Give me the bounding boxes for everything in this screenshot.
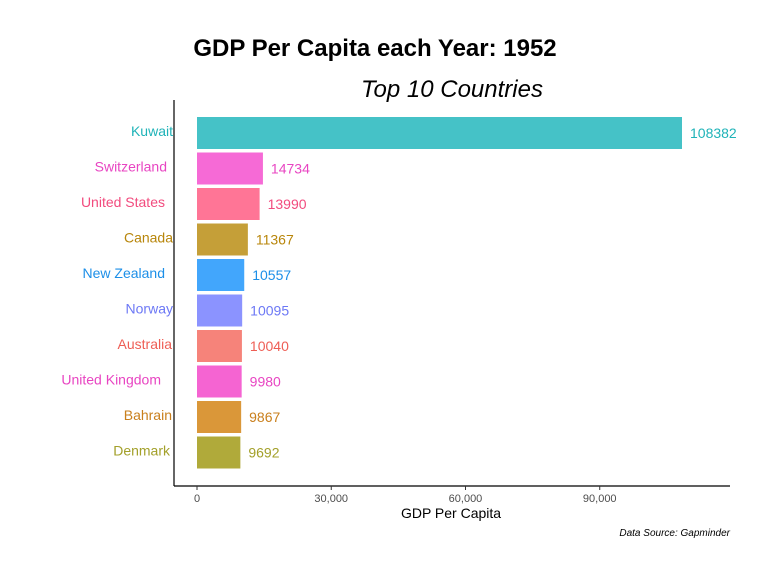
- category-label: Kuwait: [131, 123, 173, 139]
- bar-bahrain: [197, 401, 242, 433]
- category-label: Canada: [124, 230, 173, 246]
- category-label: Australia: [118, 336, 173, 352]
- bar-kuwait: [197, 117, 682, 149]
- x-tick-label: 0: [194, 493, 200, 505]
- bar-denmark: [197, 436, 241, 469]
- x-axis-label: GDP Per Capita: [401, 505, 501, 521]
- category-label: Switzerland: [95, 159, 167, 175]
- x-tick-label: 60,000: [449, 493, 483, 505]
- bar-norway: [197, 294, 243, 327]
- chart-title: GDP Per Capita each Year: 1952: [193, 35, 556, 62]
- x-tick-label: 90,000: [583, 493, 617, 505]
- bar-united-states: [197, 188, 260, 220]
- x-ticks-layer: 0 30,000 60,000 90,000: [194, 486, 617, 505]
- value-label: 9692: [248, 445, 279, 461]
- value-label: 108382: [690, 125, 737, 141]
- value-label: 13990: [268, 196, 307, 212]
- value-label: 11367: [256, 232, 294, 248]
- value-label: 10040: [250, 338, 289, 354]
- value-label: 9980: [250, 374, 281, 390]
- bar-switzerland: [197, 152, 263, 185]
- bar-canada: [197, 223, 248, 256]
- data-source-caption: Data Source: Gapminder: [619, 528, 730, 539]
- value-label: 9867: [249, 409, 280, 425]
- category-label: New Zealand: [83, 265, 166, 281]
- value-label: 14734: [271, 161, 310, 177]
- bars-layer: Kuwait 108382 Switzerland 14734 United State…: [61, 117, 737, 469]
- bar-australia: [197, 330, 242, 362]
- category-label: Denmark: [113, 443, 171, 459]
- bar-new-zealand: [197, 259, 245, 291]
- value-label: 10095: [250, 303, 289, 319]
- category-label: United Kingdom: [61, 372, 161, 388]
- x-tick-label: 30,000: [314, 493, 348, 505]
- bar-united-kingdom: [197, 365, 242, 398]
- value-label: 10557: [252, 267, 291, 283]
- category-label: Norway: [126, 301, 173, 317]
- chart-subtitle: Top 10 Countries: [361, 76, 543, 103]
- category-label: Bahrain: [124, 407, 172, 423]
- category-label: United States: [81, 194, 165, 210]
